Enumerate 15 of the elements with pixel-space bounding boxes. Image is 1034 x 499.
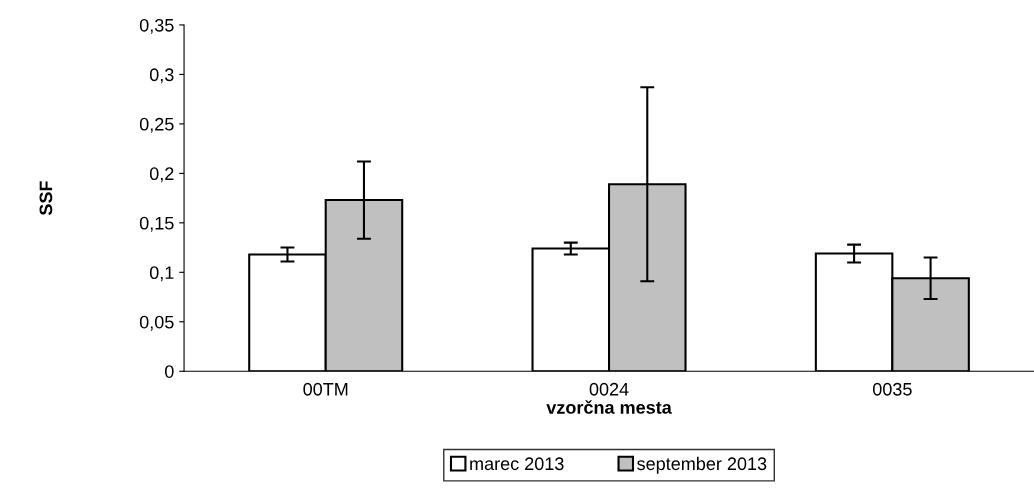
y-tick-label: 0,1 bbox=[149, 266, 174, 282]
y-tick-label: 0 bbox=[164, 365, 174, 378]
y-tick-label: 0,05 bbox=[139, 315, 174, 331]
x-tick-label: 0024 bbox=[589, 382, 629, 396]
y-tick-label: 0,3 bbox=[149, 68, 174, 84]
x-tick-label: 0035 bbox=[872, 382, 912, 396]
x-axis-title: vzorčna mesta bbox=[546, 400, 672, 414]
legend-label: september 2013 bbox=[637, 456, 767, 474]
y-tick-label: 0,2 bbox=[149, 167, 174, 183]
legend-label: marec 2013 bbox=[470, 457, 564, 471]
y-tick-label: 0,35 bbox=[139, 18, 174, 34]
y-tick-label: 0,25 bbox=[139, 117, 174, 133]
y-axis-title: SSF bbox=[39, 181, 53, 216]
x-tick-label: 00TM bbox=[303, 382, 348, 396]
y-tick-label: 0,15 bbox=[139, 216, 174, 232]
